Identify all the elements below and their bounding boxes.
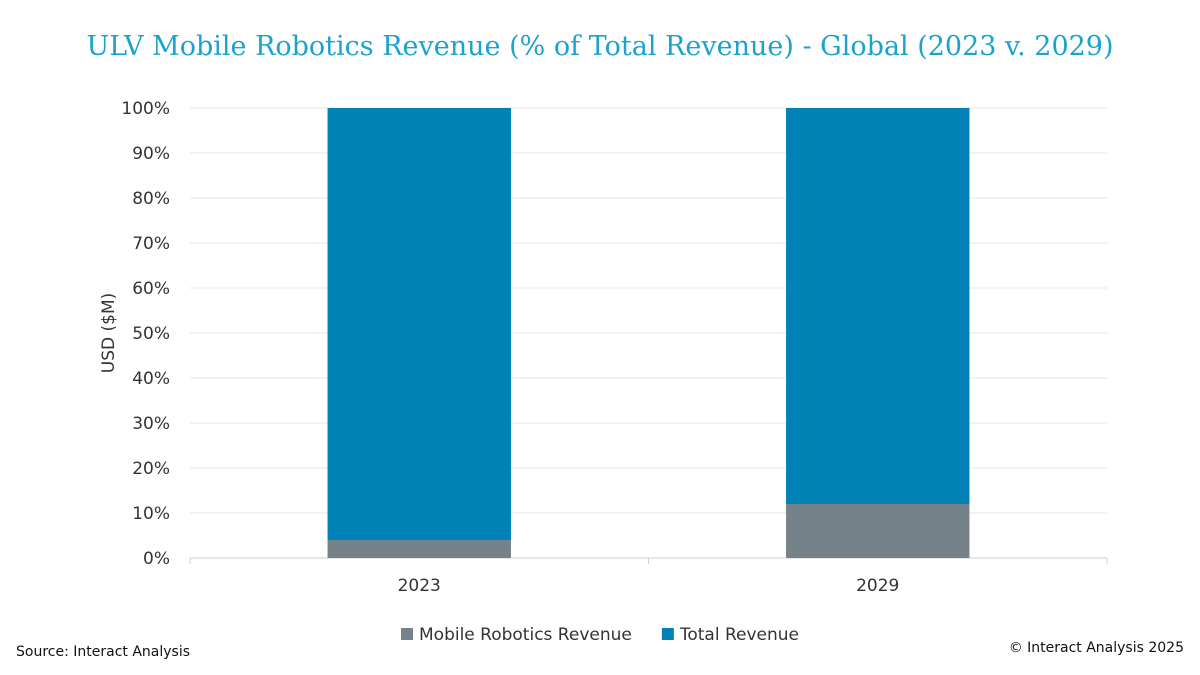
y-tick-label: 50% [132, 324, 170, 344]
chart-title: ULV Mobile Robotics Revenue (% of Total … [86, 31, 1113, 62]
y-tick-label: 60% [132, 279, 170, 299]
y-tick-label: 10% [132, 504, 170, 524]
copyright-note: © Interact Analysis 2025 [1009, 640, 1184, 656]
legend-label: Total Revenue [679, 625, 799, 645]
legend-item: Total Revenue [661, 625, 799, 645]
legend: Mobile Robotics Revenue Total Revenue [401, 625, 799, 645]
y-tick-labels: 0% 10% 20% 30% 40% 50% 60% 70% 80% 90% 100% [121, 99, 170, 569]
x-tick-label: 2029 [856, 576, 899, 596]
legend-swatch [661, 628, 674, 640]
x-tick-label: 2023 [398, 576, 441, 596]
bar-mobile-robotics-revenue-2029 [786, 504, 970, 558]
bars [327, 108, 970, 558]
bar-mobile-robotics-revenue-2023 [327, 540, 511, 558]
legend-item: Mobile Robotics Revenue [401, 625, 632, 645]
y-tick-label: 80% [132, 189, 170, 209]
legend-swatch [401, 628, 413, 640]
x-tick-labels: 2023 2029 [398, 576, 900, 596]
legend-label: Mobile Robotics Revenue [419, 625, 632, 645]
y-tick-label: 20% [132, 459, 170, 479]
y-tick-label: 90% [132, 144, 170, 164]
y-tick-label: 30% [132, 414, 170, 434]
y-tick-label: 100% [121, 99, 170, 119]
y-axis-title: USD ($M) [99, 293, 119, 373]
y-tick-label: 0% [143, 549, 170, 569]
bar-total-revenue-2029 [786, 108, 970, 504]
y-tick-label: 70% [132, 234, 170, 254]
y-tick-label: 40% [132, 369, 170, 389]
bar-total-revenue-2023 [327, 108, 511, 540]
source-note: Source: Interact Analysis [16, 644, 190, 660]
